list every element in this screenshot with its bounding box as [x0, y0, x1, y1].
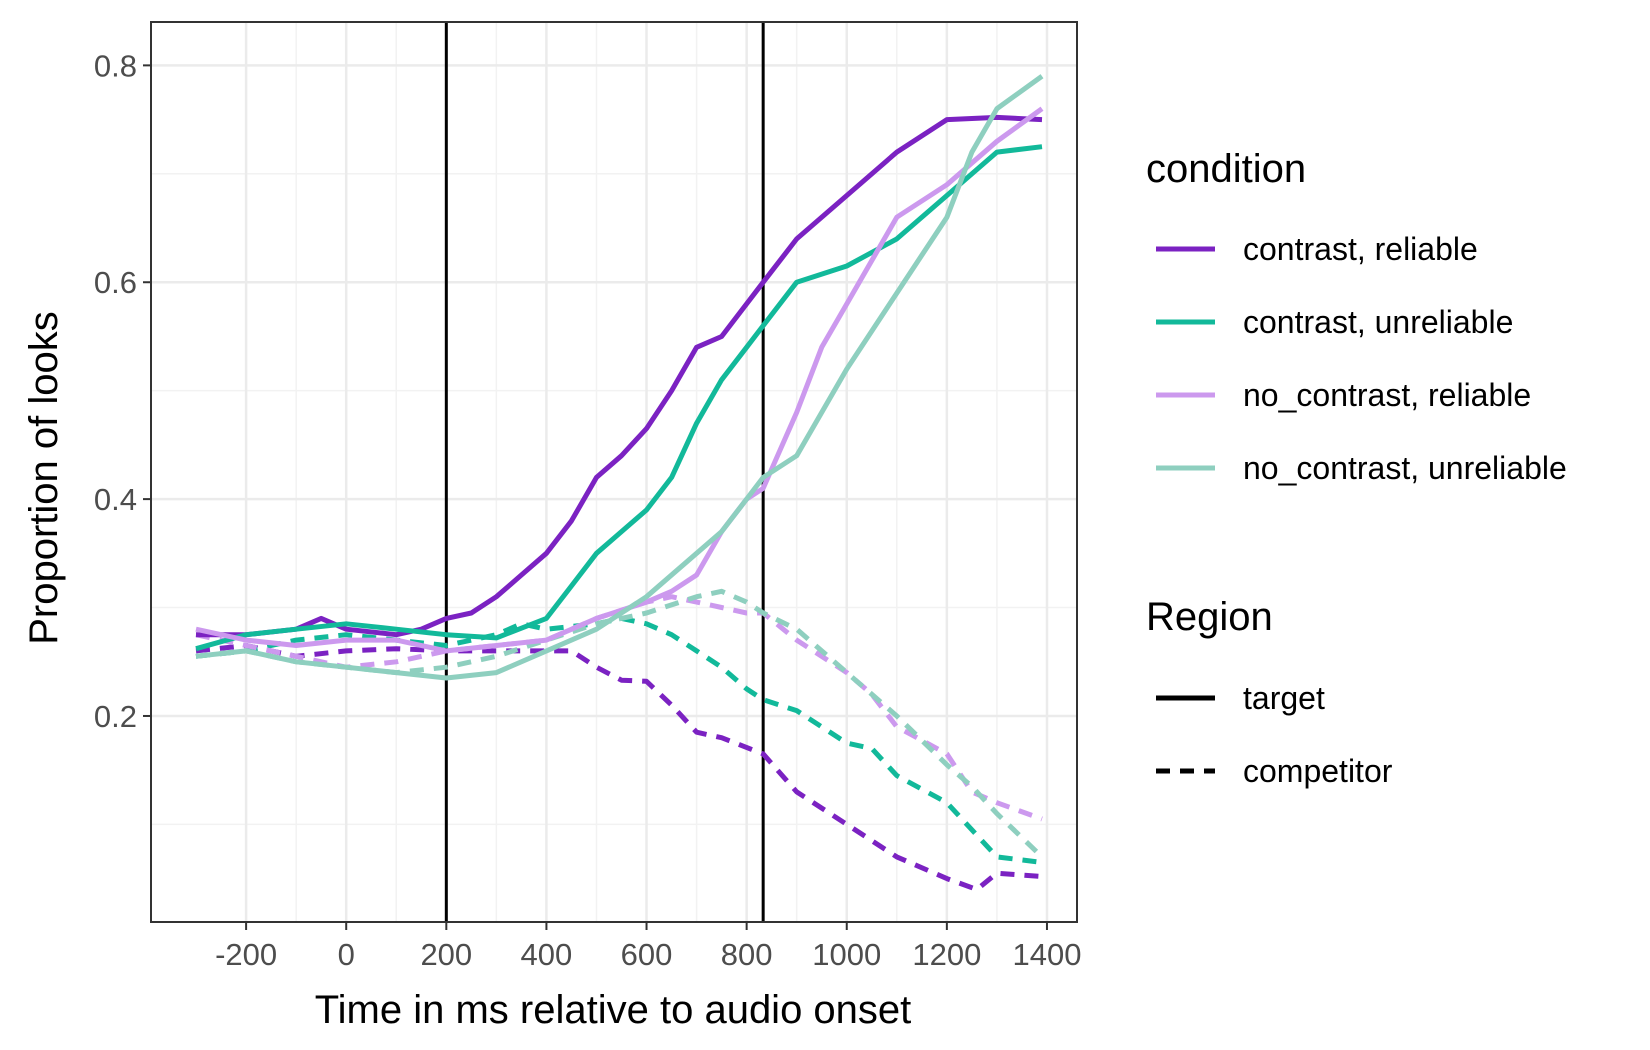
x-tick-label: 600 [621, 937, 673, 972]
x-tick-label: 1400 [1012, 937, 1081, 972]
legend-label: contrast, reliable [1243, 231, 1478, 267]
series-line-competitor [195, 588, 1044, 859]
y-tick-label: 0.8 [94, 48, 137, 83]
series-line-target [195, 106, 1044, 654]
panel-border [150, 21, 1078, 923]
legend-title-condition: condition [1146, 147, 1306, 191]
legend-label: contrast, unreliable [1243, 304, 1513, 340]
x-tick-label: 400 [521, 937, 573, 972]
y-tick-label: 0.6 [94, 265, 137, 300]
y-tick-label: 0.4 [94, 482, 137, 517]
series-lines [195, 74, 1044, 892]
x-tick-label: 200 [420, 937, 472, 972]
legend-label: target [1243, 680, 1325, 716]
legend-label: competitor [1243, 753, 1393, 789]
legend-region-items: target competitor [1156, 680, 1393, 789]
grid [151, 22, 1077, 922]
x-tick-label: 1000 [812, 937, 881, 972]
series-line-target [195, 144, 1043, 652]
series-line-target [196, 114, 1043, 638]
series-line-target [195, 74, 1044, 681]
legend-condition-items: contrast, reliable contrast, unreliable no… [1156, 231, 1567, 486]
reference-lines [444, 22, 765, 922]
x-axis-title: Time in ms relative to audio onset [315, 988, 912, 1032]
y-axis-title: Proportion of looks [22, 311, 66, 645]
series-line-competitor [195, 643, 1043, 892]
x-tick-label: 1200 [912, 937, 981, 972]
x-tick-label: -200 [215, 937, 277, 972]
x-tick-label: 800 [721, 937, 773, 972]
x-tick-label: 0 [338, 937, 355, 972]
series-line-competitor [195, 594, 1043, 822]
legend-label: no_contrast, reliable [1243, 377, 1531, 413]
axes: -200 0 200 400 600 800 1000 1200 1400 0.2 0.4 0.6 0.… [94, 48, 1082, 972]
legend-title-region: Region [1146, 595, 1273, 639]
legend: condition contrast, reliable contrast, un… [1146, 147, 1567, 789]
y-tick-label: 0.2 [94, 699, 137, 734]
legend-label: no_contrast, unreliable [1243, 450, 1567, 486]
